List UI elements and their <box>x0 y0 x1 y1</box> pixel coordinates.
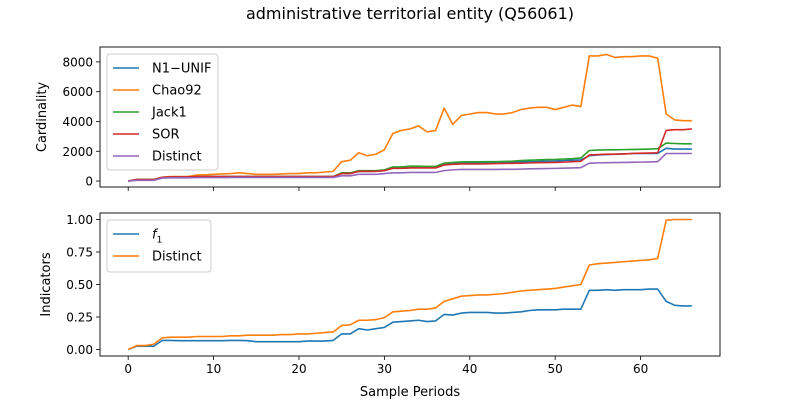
y-axis-label: Indicators <box>39 252 54 316</box>
legend-label: f1 <box>152 228 162 246</box>
chart-title: administrative territorial entity (Q5606… <box>246 4 574 23</box>
x-tick-label: 60 <box>633 362 648 376</box>
y-tick-label: 0.00 <box>66 343 93 357</box>
x-tick-label: 20 <box>291 362 306 376</box>
y-tick-label: 8000 <box>62 55 93 69</box>
legend-label: N1−UNIF <box>152 62 211 77</box>
series-line-1 <box>127 288 692 351</box>
y-tick-label: 1.00 <box>66 213 93 227</box>
legend-box <box>106 53 219 171</box>
y-axis-label: Cardinality <box>35 82 50 153</box>
y-tick-label: 0.75 <box>66 246 93 260</box>
indicators-panel: 0 10 20 30 40 50 60 0.00 0.25 0.50 0.75 1.00 Indicat… <box>39 212 721 376</box>
y-tick-label: 2000 <box>62 145 93 159</box>
legend-label: SOR <box>152 128 180 143</box>
legend-label: Chao92 <box>152 84 202 99</box>
legend-label: Distinct <box>152 150 202 165</box>
legend-label: Jack1 <box>151 106 187 121</box>
y-tick-label: 4000 <box>62 115 93 129</box>
plot-frame <box>99 46 721 188</box>
cardinality-panel: 0 2000 4000 6000 8000 Cardinality N1−UNIF Chao9… <box>35 46 721 191</box>
y-tick-label: 0 <box>85 175 93 189</box>
x-tick-label: 50 <box>548 362 563 376</box>
y-tick-label: 0.25 <box>66 311 93 325</box>
legend-box <box>106 219 212 273</box>
x-tick-label: 40 <box>462 362 477 376</box>
series-line-5 <box>128 152 692 182</box>
series-line-4 <box>128 128 692 182</box>
y-tick-label: 6000 <box>62 85 93 99</box>
legend-label: Distinct <box>152 250 202 265</box>
x-tick-label: 10 <box>206 362 221 376</box>
x-tick-label: 0 <box>124 362 132 376</box>
x-axis-label: Sample Periods <box>360 385 460 400</box>
series-line-2 <box>128 53 692 182</box>
x-tick-label: 30 <box>377 362 392 376</box>
series-line-2 <box>127 218 692 351</box>
y-tick-label: 0.50 <box>66 278 93 292</box>
